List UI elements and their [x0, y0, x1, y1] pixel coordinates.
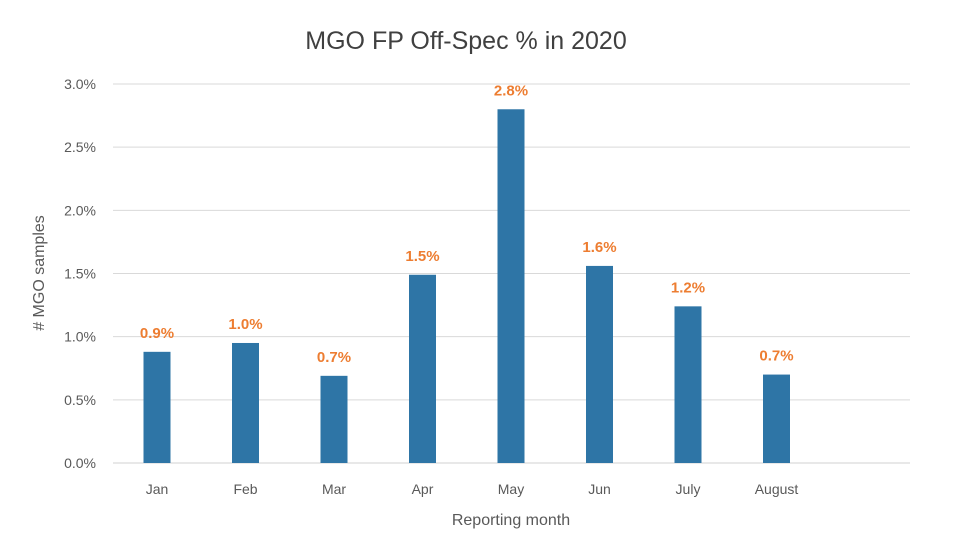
y-tick-label: 1.5%	[64, 266, 96, 282]
x-tick-label-mar: Mar	[322, 481, 346, 497]
y-tick-label: 0.5%	[64, 392, 96, 408]
y-tick-label: 2.5%	[64, 139, 96, 155]
y-tick-label: 0.0%	[64, 455, 96, 471]
data-labels: 0.9% 1.0% 0.7% 1.5% 2.8% 1.6% 1.2% 0.7%	[140, 82, 794, 366]
bar-jan	[143, 351, 171, 463]
data-label-may: 2.8%	[494, 82, 528, 99]
x-axis-tick-labels: Jan Feb Mar Apr May Jun July August	[146, 481, 799, 497]
y-tick-label: 2.0%	[64, 202, 96, 218]
x-tick-label-july: July	[676, 481, 701, 497]
data-label-mar: 0.7%	[317, 349, 351, 366]
y-tick-label: 1.0%	[64, 329, 96, 345]
x-tick-label-jan: Jan	[146, 481, 169, 497]
bar-may	[497, 109, 525, 464]
data-label-august: 0.7%	[759, 348, 793, 365]
bar-august	[763, 374, 790, 463]
data-label-jun: 1.6%	[582, 239, 616, 256]
bar-july	[674, 306, 702, 463]
data-label-feb: 1.0%	[228, 316, 262, 333]
x-tick-label-august: August	[755, 481, 799, 497]
data-label-july: 1.2%	[671, 279, 705, 296]
chart-title: MGO FP Off-Spec % in 2020	[305, 27, 626, 55]
y-axis-tick-labels: 0.0% 0.5% 1.0% 1.5% 2.0% 2.5% 3.0%	[64, 76, 96, 471]
bar-apr	[409, 274, 436, 463]
y-tick-label: 3.0%	[64, 76, 96, 92]
x-tick-label-apr: Apr	[412, 481, 434, 497]
bar-feb	[232, 342, 259, 463]
bars	[143, 109, 790, 464]
bar-jun	[586, 265, 613, 463]
x-tick-label-may: May	[498, 481, 524, 497]
x-tick-label-jun: Jun	[588, 481, 611, 497]
x-axis-title: Reporting month	[452, 512, 570, 529]
x-tick-label-feb: Feb	[233, 481, 257, 497]
bar-mar	[320, 375, 348, 463]
data-label-apr: 1.5%	[405, 248, 439, 265]
data-label-jan: 0.9%	[140, 325, 174, 342]
y-axis-title: # MGO samples	[31, 215, 48, 331]
